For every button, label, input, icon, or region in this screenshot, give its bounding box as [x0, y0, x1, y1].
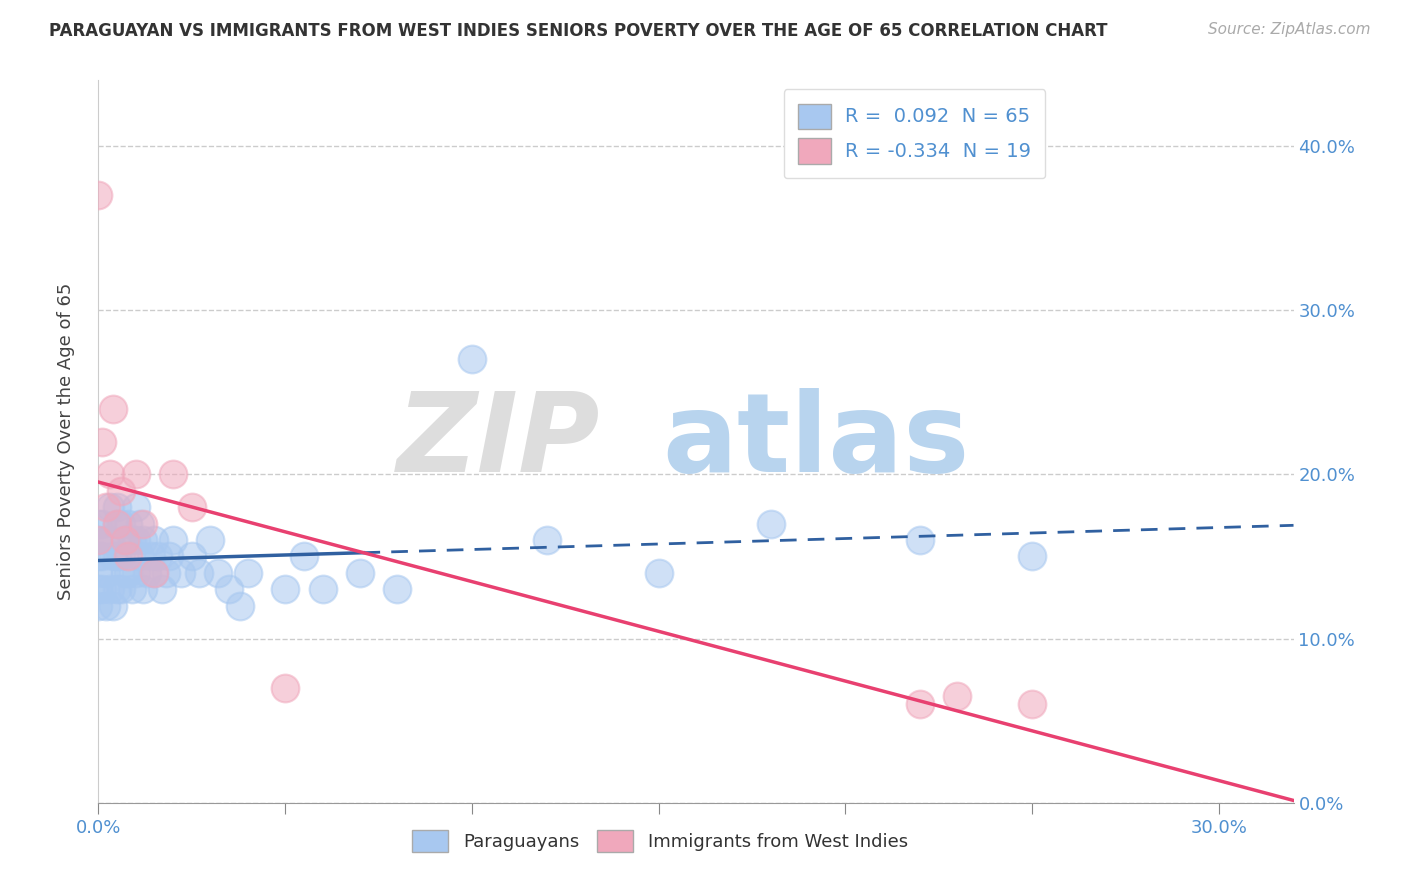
- Point: [128, 549, 150, 564]
- Point: [105, 549, 128, 564]
- Legend: Paraguayans, Immigrants from West Indies: Paraguayans, Immigrants from West Indies: [405, 822, 915, 859]
- Point: [132, 533, 155, 547]
- Point: [110, 483, 132, 498]
- Point: [117, 549, 139, 564]
- Point: [125, 566, 148, 580]
- Point: [98, 533, 121, 547]
- Point: [105, 582, 128, 597]
- Point: [110, 582, 132, 597]
- Point: [114, 533, 136, 547]
- Point: [105, 500, 128, 515]
- Point: [180, 549, 202, 564]
- Point: [908, 533, 931, 547]
- Point: [87, 582, 110, 597]
- Point: [229, 599, 252, 613]
- Point: [103, 599, 125, 613]
- Point: [98, 467, 121, 482]
- Point: [759, 516, 782, 531]
- Point: [311, 582, 333, 597]
- Point: [180, 500, 202, 515]
- Point: [87, 516, 110, 531]
- Point: [349, 566, 371, 580]
- Point: [87, 549, 110, 564]
- Point: [117, 566, 139, 580]
- Point: [87, 599, 110, 613]
- Text: PARAGUAYAN VS IMMIGRANTS FROM WEST INDIES SENIORS POVERTY OVER THE AGE OF 65 COR: PARAGUAYAN VS IMMIGRANTS FROM WEST INDIE…: [49, 22, 1108, 40]
- Point: [110, 549, 132, 564]
- Text: ZIP: ZIP: [396, 388, 600, 495]
- Point: [155, 566, 177, 580]
- Point: [162, 467, 184, 482]
- Point: [117, 516, 139, 531]
- Point: [125, 533, 148, 547]
- Point: [91, 516, 114, 531]
- Text: Source: ZipAtlas.com: Source: ZipAtlas.com: [1208, 22, 1371, 37]
- Point: [114, 533, 136, 547]
- Point: [128, 516, 150, 531]
- Point: [150, 582, 173, 597]
- Point: [157, 549, 180, 564]
- Point: [908, 698, 931, 712]
- Point: [98, 500, 121, 515]
- Point: [647, 566, 669, 580]
- Point: [103, 549, 125, 564]
- Point: [143, 566, 166, 580]
- Point: [114, 566, 136, 580]
- Point: [125, 467, 148, 482]
- Point: [385, 582, 409, 597]
- Point: [91, 434, 114, 449]
- Point: [946, 689, 969, 703]
- Point: [110, 516, 132, 531]
- Point: [94, 599, 117, 613]
- Point: [132, 516, 155, 531]
- Point: [94, 533, 117, 547]
- Point: [105, 516, 128, 531]
- Point: [91, 549, 114, 564]
- Point: [461, 352, 484, 367]
- Point: [292, 549, 315, 564]
- Point: [132, 582, 155, 597]
- Point: [139, 549, 162, 564]
- Point: [536, 533, 558, 547]
- Point: [105, 516, 128, 531]
- Point: [169, 566, 191, 580]
- Point: [103, 401, 125, 416]
- Text: atlas: atlas: [662, 388, 969, 495]
- Point: [94, 500, 117, 515]
- Point: [143, 566, 166, 580]
- Point: [1021, 549, 1043, 564]
- Point: [121, 533, 143, 547]
- Point: [87, 188, 110, 202]
- Point: [98, 582, 121, 597]
- Point: [148, 549, 170, 564]
- Point: [218, 582, 240, 597]
- Point: [121, 582, 143, 597]
- Point: [87, 566, 110, 580]
- Point: [207, 566, 229, 580]
- Y-axis label: Seniors Poverty Over the Age of 65: Seniors Poverty Over the Age of 65: [56, 283, 75, 600]
- Point: [1021, 698, 1043, 712]
- Point: [188, 566, 211, 580]
- Point: [125, 500, 148, 515]
- Point: [91, 582, 114, 597]
- Point: [200, 533, 222, 547]
- Point: [94, 566, 117, 580]
- Point: [87, 533, 110, 547]
- Point: [136, 566, 159, 580]
- Point: [236, 566, 259, 580]
- Point: [274, 681, 297, 695]
- Point: [274, 582, 297, 597]
- Point: [87, 533, 110, 547]
- Point: [143, 533, 166, 547]
- Point: [162, 533, 184, 547]
